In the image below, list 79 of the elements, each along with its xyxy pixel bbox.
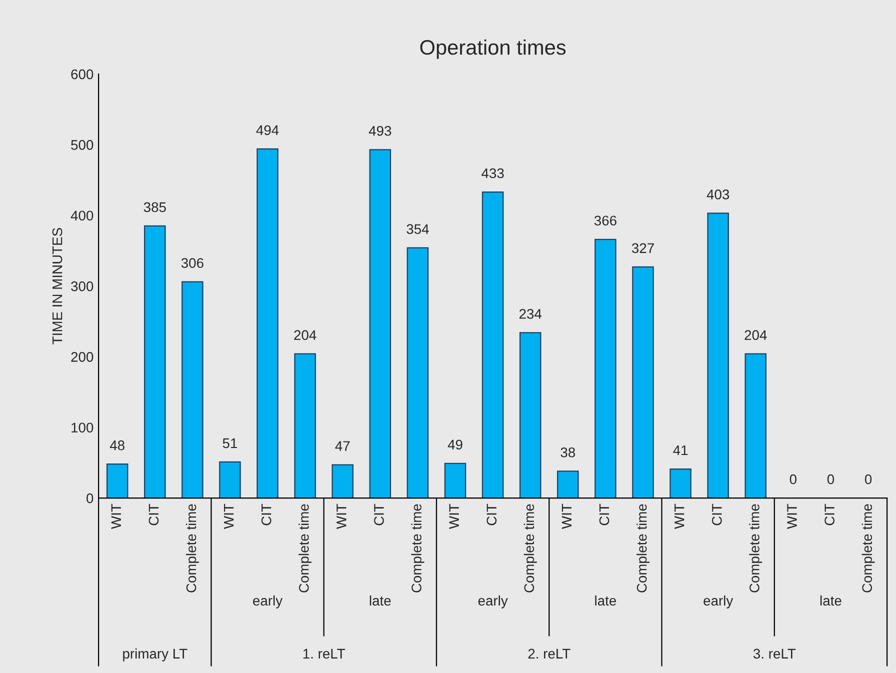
data-label: 327 — [632, 243, 654, 254]
chart-title: Operation times — [420, 39, 566, 59]
bar — [219, 461, 241, 498]
data-label: 41 — [673, 446, 688, 456]
bar — [557, 470, 579, 498]
text: late — [820, 595, 842, 606]
text: early — [704, 595, 734, 608]
bar — [744, 353, 767, 498]
x-tick-label: CIT — [374, 504, 384, 526]
x-tick-label: Complete time — [636, 504, 650, 592]
x-tick-label: WIT — [562, 504, 572, 529]
x-tick-label: Complete time — [298, 504, 312, 592]
x-tick-label: CIT — [486, 504, 497, 526]
x-tick-label: WIT — [224, 504, 234, 529]
bar — [519, 332, 542, 498]
x-tick-label: WIT — [674, 504, 684, 529]
data-label: 494 — [256, 125, 279, 136]
data-label: 51 — [222, 438, 238, 448]
bar — [632, 266, 654, 498]
x-tick-label: CIT — [824, 504, 834, 526]
y-tick-label: 200 — [71, 352, 94, 362]
data-label: 48 — [110, 440, 124, 450]
x-tick-label: WIT — [111, 504, 121, 529]
x-tick-label: CIT — [712, 504, 722, 526]
data-label: 47 — [335, 441, 350, 451]
text: early — [253, 595, 283, 608]
data-label: 354 — [406, 224, 429, 234]
x-tick-label: CIT — [261, 504, 272, 526]
text: primary LT — [123, 648, 188, 662]
data-label: 38 — [560, 447, 576, 458]
bar — [670, 468, 692, 498]
y-tick-label: 300 — [71, 281, 94, 292]
x-tick-label: CIT — [599, 504, 610, 526]
data-label: 366 — [594, 216, 616, 226]
data-label: 403 — [706, 190, 730, 200]
x-tick-label: CIT — [148, 504, 159, 526]
data-label: 493 — [368, 126, 392, 136]
x-tick-label: WIT — [449, 504, 459, 529]
data-label: 385 — [144, 202, 166, 212]
x-tick-label: WIT — [787, 504, 797, 529]
data-label: 49 — [448, 440, 462, 450]
text: 3. reLT — [753, 648, 796, 659]
bar — [369, 149, 392, 498]
x-tick-label: Complete time — [862, 504, 875, 592]
bar — [182, 281, 204, 498]
x-tick-label: Complete time — [749, 504, 762, 592]
y-tick-label: 100 — [72, 422, 94, 433]
data-label: 433 — [482, 168, 504, 178]
bar — [294, 353, 316, 498]
data-label: 306 — [181, 258, 204, 268]
y-axis-title: TIME IN MINUTES — [52, 228, 62, 344]
bar — [406, 247, 429, 498]
bar — [482, 191, 504, 498]
text: late — [595, 595, 616, 606]
y-tick-label: 400 — [70, 210, 94, 221]
bar — [444, 462, 466, 498]
data-label: 0 — [790, 474, 796, 484]
data-label: 0 — [827, 474, 834, 484]
text: late — [370, 595, 391, 606]
text: early — [478, 595, 508, 608]
bar — [594, 238, 616, 498]
x-tick-label: Complete time — [186, 504, 199, 592]
data-label: 234 — [519, 308, 542, 319]
bar — [144, 225, 166, 498]
data-label: 0 — [864, 474, 872, 484]
bar — [256, 148, 278, 498]
bar — [332, 464, 354, 498]
y-tick-label: 600 — [71, 69, 94, 80]
x-tick-label: Complete time — [524, 504, 537, 592]
bar — [707, 212, 729, 498]
text: 2. reLT — [528, 648, 570, 659]
bar — [106, 464, 128, 498]
x-tick-label: Complete time — [411, 504, 424, 592]
text: 1. reLT — [303, 648, 346, 659]
x-tick-label: WIT — [336, 504, 346, 529]
y-tick-label: 500 — [71, 140, 94, 150]
data-label: 204 — [744, 330, 767, 340]
data-label: 204 — [294, 330, 316, 340]
y-tick-label: 0 — [86, 493, 94, 504]
